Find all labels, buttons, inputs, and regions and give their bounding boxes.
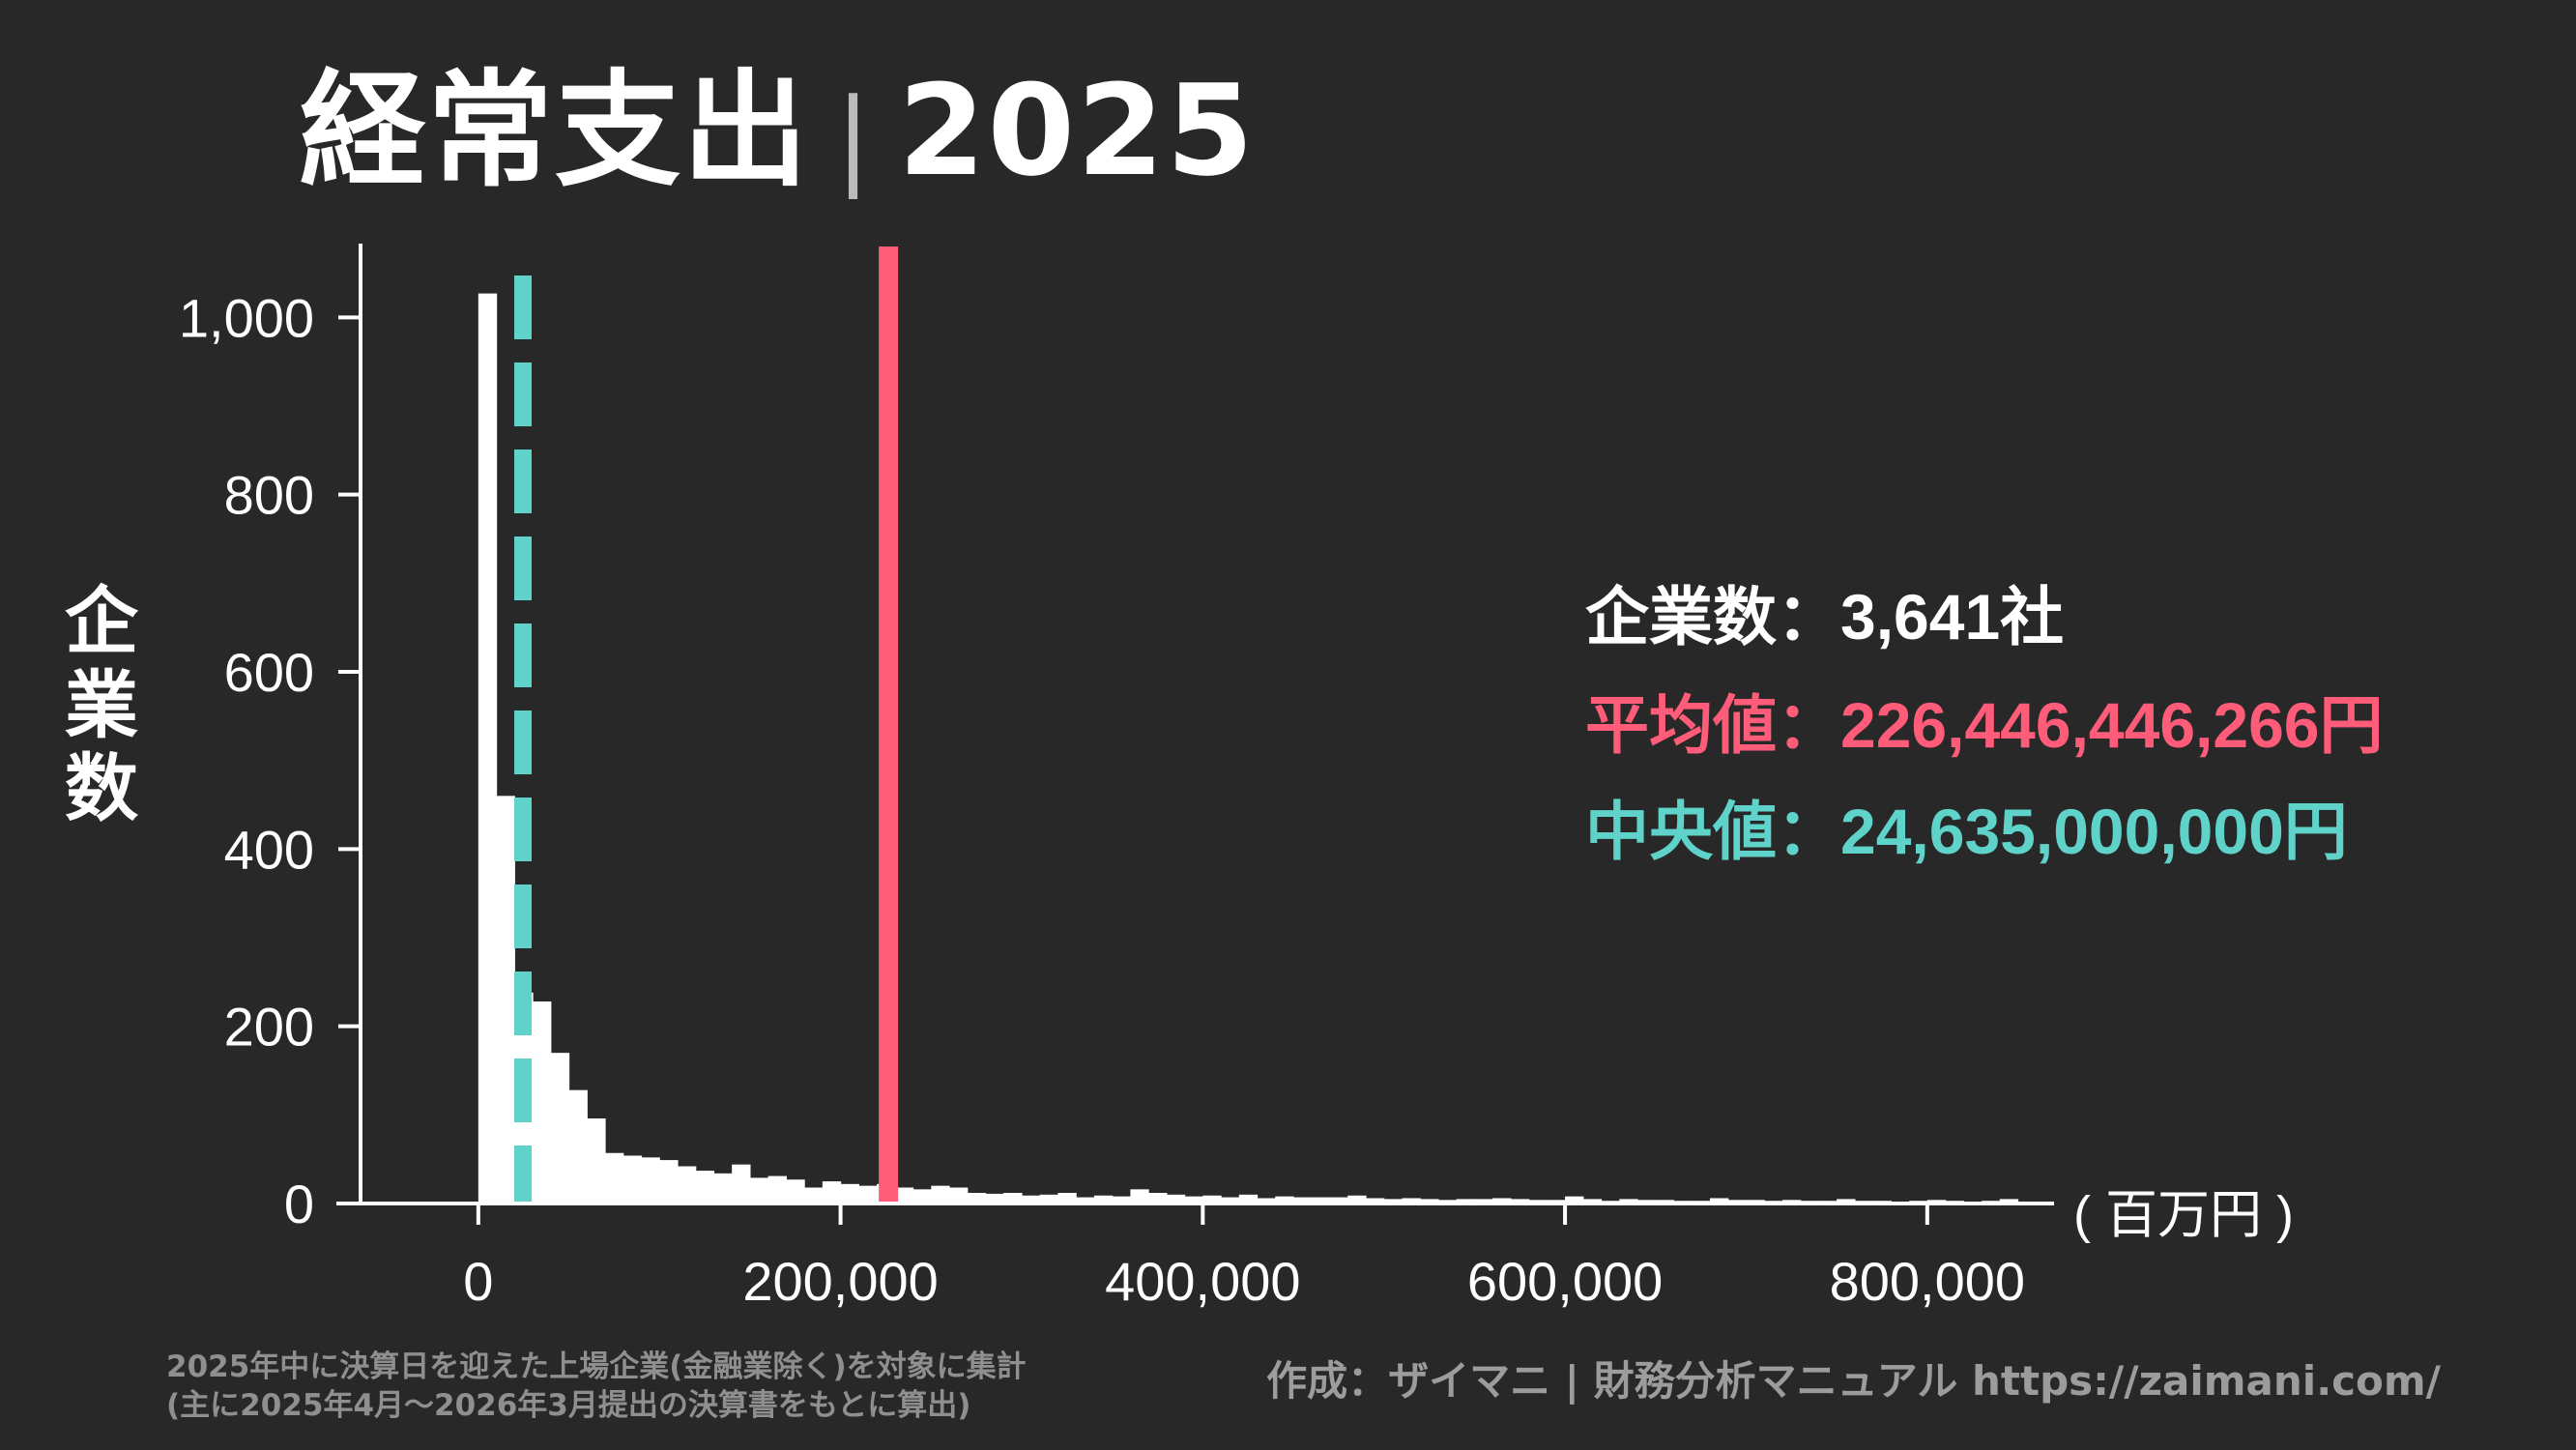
histogram-bar	[1093, 1195, 1114, 1204]
histogram-bar	[949, 1187, 969, 1204]
histogram-bar	[1383, 1199, 1404, 1204]
axes: 0 200 400 600 800 1,000 0 200,000 400,000 600,000…	[179, 244, 2054, 1312]
median-value: 24,635,000,000円	[1840, 796, 2348, 867]
y-tick-label: 800	[224, 465, 314, 526]
histogram-bar	[804, 1187, 824, 1204]
histogram-bar	[1402, 1198, 1421, 1204]
y-tick-label: 0	[284, 1174, 314, 1234]
mean-value: 226,446,446,266円	[1840, 689, 2384, 761]
histogram-bar	[1365, 1198, 1385, 1204]
title-main: 経常支出	[300, 57, 811, 204]
histogram-bar	[1130, 1189, 1149, 1204]
histogram-bar	[1709, 1198, 1729, 1204]
histogram-bar	[786, 1179, 805, 1204]
footnote-period: (主に2025年4月〜2026年3月提出の決算書をもとに算出)	[166, 1388, 971, 1423]
histogram-bar	[1510, 1199, 1530, 1204]
footnote-scope: 2025年中に決算日を迎えた上場企業(金融業除く)を対象に集計	[166, 1349, 1027, 1384]
histogram-bar	[732, 1164, 751, 1204]
y-tick-label: 600	[224, 642, 314, 703]
chart-title: 経常支出 | 2025	[300, 68, 1256, 193]
x-tick-label: 0	[463, 1251, 493, 1312]
company-count-stat: 企業数：3,641社	[1585, 585, 2064, 650]
histogram-bar	[1582, 1199, 1603, 1204]
y-axis-label-char: 企	[65, 578, 138, 664]
y-tick-label: 400	[224, 819, 314, 880]
histogram-bar	[822, 1181, 842, 1204]
histogram-bar	[767, 1175, 787, 1204]
histogram-bar	[622, 1155, 643, 1204]
histogram-bar	[1148, 1193, 1168, 1204]
histogram-bar	[1347, 1195, 1367, 1204]
y-axis-label-char: 業	[65, 661, 138, 748]
x-tick-label: 400,000	[1105, 1251, 1300, 1312]
mean-stat: 平均値：226,446,446,266円	[1585, 693, 2383, 758]
company-count-value: 3,641社	[1840, 581, 2065, 652]
histogram-bar	[967, 1193, 987, 1204]
histogram-bar	[1311, 1197, 1331, 1204]
y-axis-label-char: 数	[65, 745, 138, 832]
histogram-bar	[1329, 1197, 1348, 1204]
histogram-bar	[713, 1173, 733, 1204]
histogram-bar	[659, 1160, 679, 1204]
histogram-bar	[1474, 1199, 1493, 1204]
histogram-bar	[605, 1152, 624, 1204]
histogram-bar	[496, 796, 515, 1204]
histogram-bar	[1057, 1193, 1077, 1204]
histogram-bar	[1076, 1197, 1095, 1204]
reference-lines	[514, 246, 899, 1204]
histogram-bar	[985, 1193, 1004, 1204]
x-tick-label: 800,000	[1830, 1251, 2025, 1312]
histogram-bar	[1275, 1196, 1294, 1204]
histogram-bar	[1999, 1199, 2019, 1204]
mean-label: 平均値：	[1585, 688, 1840, 763]
histogram-bar	[1293, 1197, 1313, 1204]
histogram-bar	[749, 1177, 769, 1204]
histogram-bar	[1166, 1194, 1186, 1204]
histogram-bar	[1221, 1197, 1240, 1204]
histogram-bar	[1202, 1195, 1222, 1204]
company-count-label: 企業数：	[1585, 580, 1840, 654]
histogram-bar	[1257, 1198, 1276, 1204]
histogram-bar	[1492, 1198, 1512, 1204]
histogram-bar	[1003, 1193, 1023, 1204]
histogram-bar	[550, 1053, 570, 1204]
histogram-bar	[1619, 1199, 1638, 1204]
histogram-bar	[695, 1171, 715, 1204]
histogram-bar	[533, 1001, 552, 1204]
histogram-bar	[931, 1185, 950, 1204]
x-axis-unit-label: ( 百万円 )	[2073, 1186, 2294, 1244]
credit-link[interactable]: 作成：ザイマニ | 財務分析マニュアル https://zaimani.com/	[1266, 1357, 2441, 1405]
histogram-bar	[568, 1089, 588, 1204]
histogram-bar	[641, 1157, 660, 1204]
title-year: 2025	[898, 57, 1256, 204]
histogram-bar	[840, 1183, 859, 1204]
histogram-bar	[1021, 1195, 1041, 1204]
y-tick-label: 200	[224, 997, 314, 1058]
histogram-bar	[912, 1189, 932, 1204]
histogram-bar	[858, 1185, 878, 1204]
title-separator: |	[835, 75, 874, 199]
y-tick-label: 1,000	[179, 287, 314, 348]
histogram-bar	[587, 1118, 606, 1204]
median-stat: 中央値：24,635,000,000円	[1585, 799, 2348, 864]
y-axis-label: 企 業 数	[58, 578, 145, 832]
histogram-bar	[1238, 1194, 1259, 1204]
histogram-bar	[1039, 1194, 1059, 1204]
histogram-bar	[894, 1187, 914, 1204]
histogram-bar	[1420, 1199, 1439, 1204]
histogram-bar	[478, 293, 498, 1204]
histogram-bar	[1565, 1196, 1584, 1204]
histogram-bar	[1837, 1199, 1856, 1204]
histogram-bar	[1112, 1196, 1131, 1204]
histogram-bar	[1184, 1196, 1203, 1204]
x-tick-label: 600,000	[1467, 1251, 1663, 1312]
median-label: 中央値：	[1585, 795, 1840, 869]
histogram-bar	[677, 1166, 697, 1204]
histogram-bar	[1456, 1199, 1476, 1204]
x-tick-label: 200,000	[742, 1251, 938, 1312]
